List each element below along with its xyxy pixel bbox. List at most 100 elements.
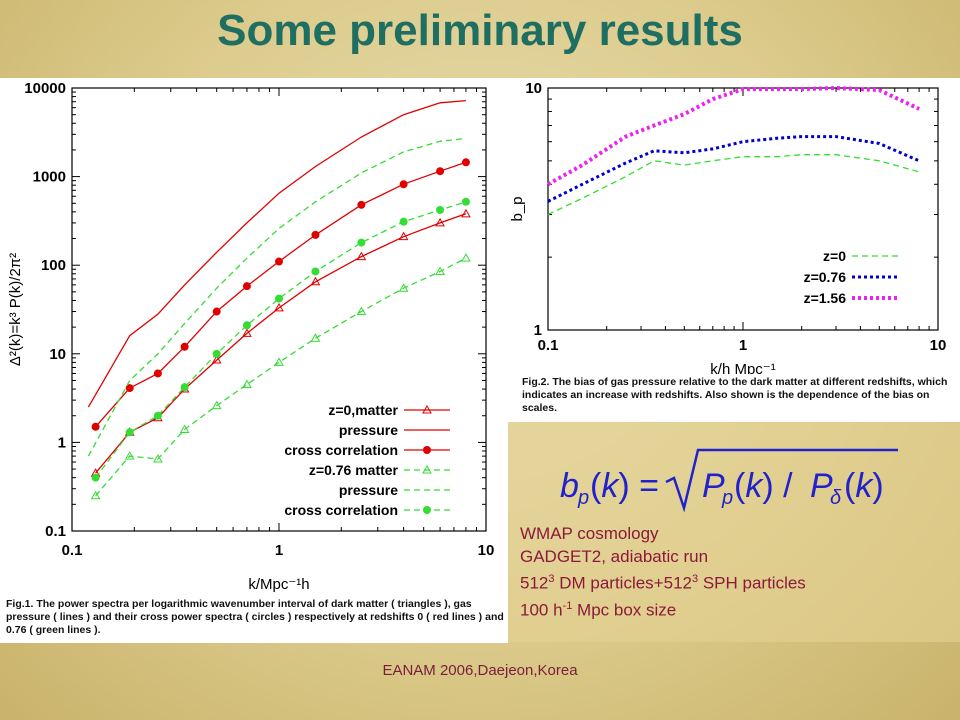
- data-point-5: [436, 205, 445, 214]
- data-point-5: [311, 267, 320, 276]
- data-point-3: [274, 357, 284, 366]
- data-point-3: [153, 453, 163, 463]
- data-point-0: [398, 231, 409, 241]
- data-point-5: [91, 473, 100, 482]
- info-line-particles: 5123 DM particles+5123 SPH particles: [520, 573, 806, 593]
- data-point-3: [356, 306, 367, 316]
- info-line-box: 100 h-1 Mpc box size: [520, 599, 677, 620]
- data-point-0: [242, 328, 252, 337]
- y-axis-label: Δ²(k)=k³ P(k)/2π²: [7, 253, 24, 366]
- data-point-2: [242, 282, 251, 291]
- data-point-2: [357, 200, 366, 209]
- data-point-5: [357, 238, 366, 247]
- data-point-3: [179, 424, 190, 433]
- series-line-3: [95, 257, 467, 497]
- legend-marker-5: [423, 506, 431, 514]
- legend-marker-3: [422, 464, 432, 474]
- data-point-3: [242, 379, 252, 389]
- y-tick-label: 1: [534, 322, 542, 339]
- formula-Pd: P: [810, 467, 833, 505]
- series-line-2: [547, 85, 920, 187]
- figure-1-panel: 0.1 1 10 0.1 1 10 100 1000 10000 k/Mpc⁻¹h Δ²(k)=k³…: [0, 78, 508, 643]
- data-point-2: [436, 167, 445, 176]
- legend-marker-0: [422, 404, 432, 414]
- formula-sub-delta: δ: [830, 487, 842, 509]
- power-spectra-chart: 0.1 1 10 0.1 1 10 100 1000 10000 k/Mpc⁻¹h Δ²(k)=k³…: [7, 80, 494, 593]
- data-point-3: [398, 283, 409, 292]
- data-point-2: [399, 180, 408, 189]
- slide-title: Some preliminary results: [217, 6, 743, 55]
- formula-rhs: (k): [844, 467, 884, 505]
- data-point-2: [461, 158, 470, 167]
- data-point-0: [274, 302, 284, 312]
- legend-label-0: z=0,matter: [328, 402, 398, 418]
- x-tick-label: 1: [739, 337, 747, 354]
- data-point-3: [435, 266, 445, 275]
- data-point-0: [461, 208, 471, 218]
- simulation-info: WMAP cosmology GADGET2, adiabatic run 51…: [520, 522, 806, 621]
- x-axis-label: k/h Mpc⁻¹: [710, 361, 775, 374]
- data-point-2: [212, 307, 221, 316]
- figure-2-panel: 0.1 1 10 1 10 k/h Mpc⁻¹ b_p z=0 z=0.76 z=1.56 Fig…: [508, 78, 960, 422]
- legend-label-0: z=0: [823, 248, 846, 264]
- legend-label-5: cross correlation: [284, 502, 398, 518]
- formula-b: b: [560, 467, 579, 505]
- legend-label-1: z=0.76: [804, 269, 847, 285]
- y-axis-label: b_p: [509, 196, 526, 221]
- formula-lhs-arg: (k) =: [590, 467, 659, 505]
- series-line-0: [547, 154, 920, 216]
- data-point-2: [91, 422, 100, 431]
- info-line-cosmology: WMAP cosmology: [520, 524, 659, 543]
- data-point-2: [125, 384, 134, 393]
- data-point-2: [153, 369, 162, 378]
- series-line-4: [87, 137, 466, 457]
- formula-sub-p: p: [577, 487, 589, 509]
- y-tick-label: 1: [58, 434, 66, 451]
- series-line-1: [547, 135, 920, 203]
- y-tick-label: 1000: [33, 169, 66, 186]
- y-tick-label: 10: [49, 346, 66, 363]
- slide-footer: EANAM 2006,Daejeon,Korea: [382, 662, 578, 679]
- data-point-0: [310, 276, 321, 286]
- legend-label-2: z=1.56: [804, 290, 847, 306]
- x-tick-label: 0.1: [62, 542, 83, 559]
- data-point-5: [461, 197, 470, 206]
- legend-marker-2: [423, 446, 431, 454]
- data-point-3: [90, 490, 101, 500]
- series-line-1: [87, 99, 466, 408]
- data-point-3: [310, 333, 321, 342]
- data-point-5: [242, 321, 251, 330]
- x-axis-label: k/Mpc⁻¹h: [248, 576, 309, 593]
- data-point-3: [211, 400, 222, 410]
- figure-2-caption: Fig.2. The bias of gas pressure relative…: [522, 376, 948, 414]
- plot-frame: [71, 87, 487, 532]
- series-line-5: [95, 201, 467, 479]
- x-tick-label: 1: [275, 542, 283, 559]
- series-line-2: [95, 161, 467, 428]
- legend-label-1: pressure: [339, 422, 398, 438]
- data-point-0: [211, 355, 222, 364]
- info-line-code: GADGET2, adiabatic run: [520, 547, 709, 566]
- data-point-2: [180, 342, 189, 351]
- formula-sub-p2: p: [721, 487, 733, 509]
- data-point-3: [124, 451, 135, 460]
- figure-1-caption: Fig.1. The power spectra per logarithmic…: [6, 598, 504, 636]
- formula-mid: (k) /: [734, 467, 793, 505]
- sqrt-sign: [665, 448, 898, 513]
- data-point-3: [461, 253, 471, 262]
- data-point-2: [311, 230, 320, 239]
- data-point-0: [435, 217, 445, 227]
- y-tick-label: 10: [525, 80, 542, 97]
- legend-label-4: pressure: [339, 482, 398, 498]
- legend-label-2: cross correlation: [284, 442, 398, 458]
- x-tick-label: 0.1: [538, 337, 559, 354]
- formula-panel: b p (k) = P p (k) / P δ (k): [508, 422, 960, 642]
- legend-label-3: z=0.76 matter: [309, 462, 399, 478]
- data-point-5: [153, 411, 162, 420]
- data-point-5: [212, 349, 221, 358]
- data-point-5: [275, 294, 283, 303]
- bias-formula: b p (k) = P p (k) / P δ (k): [560, 448, 898, 513]
- data-point-5: [180, 383, 189, 392]
- y-tick-label: 0.1: [45, 523, 66, 540]
- data-point-5: [399, 217, 408, 226]
